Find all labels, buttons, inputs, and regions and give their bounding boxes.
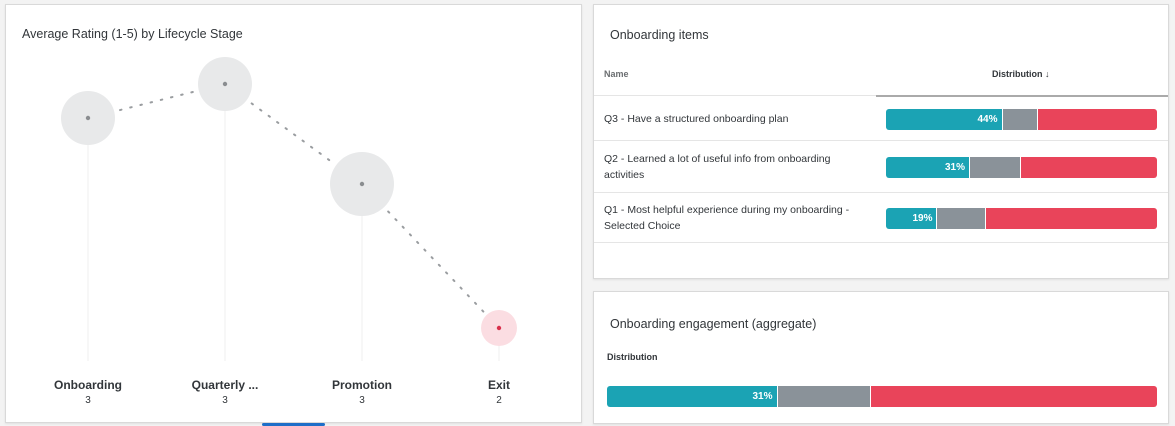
stage-name: Onboarding — [54, 378, 122, 392]
table-row[interactable]: Q2 - Learned a lot of useful info from o… — [594, 141, 1168, 193]
stage-name: Promotion — [332, 378, 392, 392]
percent-label: 44% — [977, 113, 998, 125]
item-name: Q2 - Learned a lot of useful info from o… — [604, 152, 831, 181]
stage-point — [496, 325, 502, 331]
positive-segment[interactable]: 44% — [886, 108, 1003, 130]
onboarding-items-card: Onboarding items Name Distribution ↓ Q3 … — [593, 4, 1169, 279]
distribution-bar[interactable]: 31% — [886, 156, 1157, 178]
item-name: Q1 - Most helpful experience during my o… — [604, 203, 850, 232]
sorted-column-indicator — [876, 95, 1168, 97]
connector-line — [119, 90, 196, 112]
negative-segment[interactable] — [871, 386, 1157, 407]
lifecycle-bubble-chart — [61, 57, 517, 361]
stage-value: 3 — [85, 395, 91, 406]
column-header-name[interactable]: Name — [604, 69, 629, 79]
stage-point — [85, 115, 91, 121]
stage-label: Onboarding 3 — [28, 378, 148, 406]
aggregate-distribution-bar[interactable]: 31% — [607, 386, 1157, 407]
negative-segment[interactable] — [1037, 108, 1157, 130]
arrow-down-icon: ↓ — [1045, 69, 1050, 79]
stage-value: 2 — [496, 395, 502, 406]
card-title: Onboarding engagement (aggregate) — [610, 317, 817, 331]
active-tab-indicator — [262, 423, 325, 426]
item-name: Q3 - Have a structured onboarding plan — [604, 112, 789, 125]
column-header-label: Distribution — [992, 69, 1043, 79]
percent-label: 19% — [912, 212, 933, 224]
connector-line — [250, 102, 334, 164]
card-title: Onboarding items — [610, 28, 709, 42]
neutral-segment[interactable] — [937, 207, 987, 229]
stage-name: Quarterly ... — [191, 378, 259, 392]
card-title: Average Rating (1-5) by Lifecycle Stage — [22, 27, 243, 41]
distribution-label: Distribution — [607, 352, 658, 362]
percent-label: 31% — [752, 391, 773, 402]
stage-point — [222, 81, 228, 87]
positive-segment[interactable]: 19% — [886, 207, 938, 229]
onboarding-engagement-card: Onboarding engagement (aggregate) Distri… — [593, 291, 1169, 424]
table-row[interactable]: Q1 - Most helpful experience during my o… — [594, 193, 1168, 243]
percent-label: 31% — [944, 161, 965, 173]
stage-value: 3 — [222, 395, 228, 406]
neutral-segment[interactable] — [1002, 108, 1038, 130]
distribution-bar[interactable]: 44% — [886, 108, 1157, 130]
stage-point — [359, 181, 365, 187]
stage-label: Quarterly ... 3 — [165, 378, 285, 406]
column-header-distribution[interactable]: Distribution ↓ — [992, 69, 1050, 79]
negative-segment[interactable] — [986, 207, 1157, 229]
connector-line — [387, 210, 485, 314]
positive-segment[interactable]: 31% — [607, 386, 778, 407]
stage-name: Exit — [487, 378, 510, 392]
neutral-segment[interactable] — [970, 156, 1022, 178]
positive-segment[interactable]: 31% — [886, 156, 970, 178]
stage-value: 3 — [359, 395, 365, 406]
distribution-bar[interactable]: 19% — [886, 207, 1157, 229]
negative-segment[interactable] — [1021, 156, 1157, 178]
stage-label: Promotion 3 — [302, 378, 422, 406]
stage-label: Exit 2 — [439, 378, 559, 406]
table-row[interactable]: Q3 - Have a structured onboarding plan 44… — [594, 97, 1168, 141]
neutral-segment[interactable] — [777, 386, 871, 407]
lifecycle-rating-card: Average Rating (1-5) by Lifecycle Stage … — [5, 4, 582, 423]
